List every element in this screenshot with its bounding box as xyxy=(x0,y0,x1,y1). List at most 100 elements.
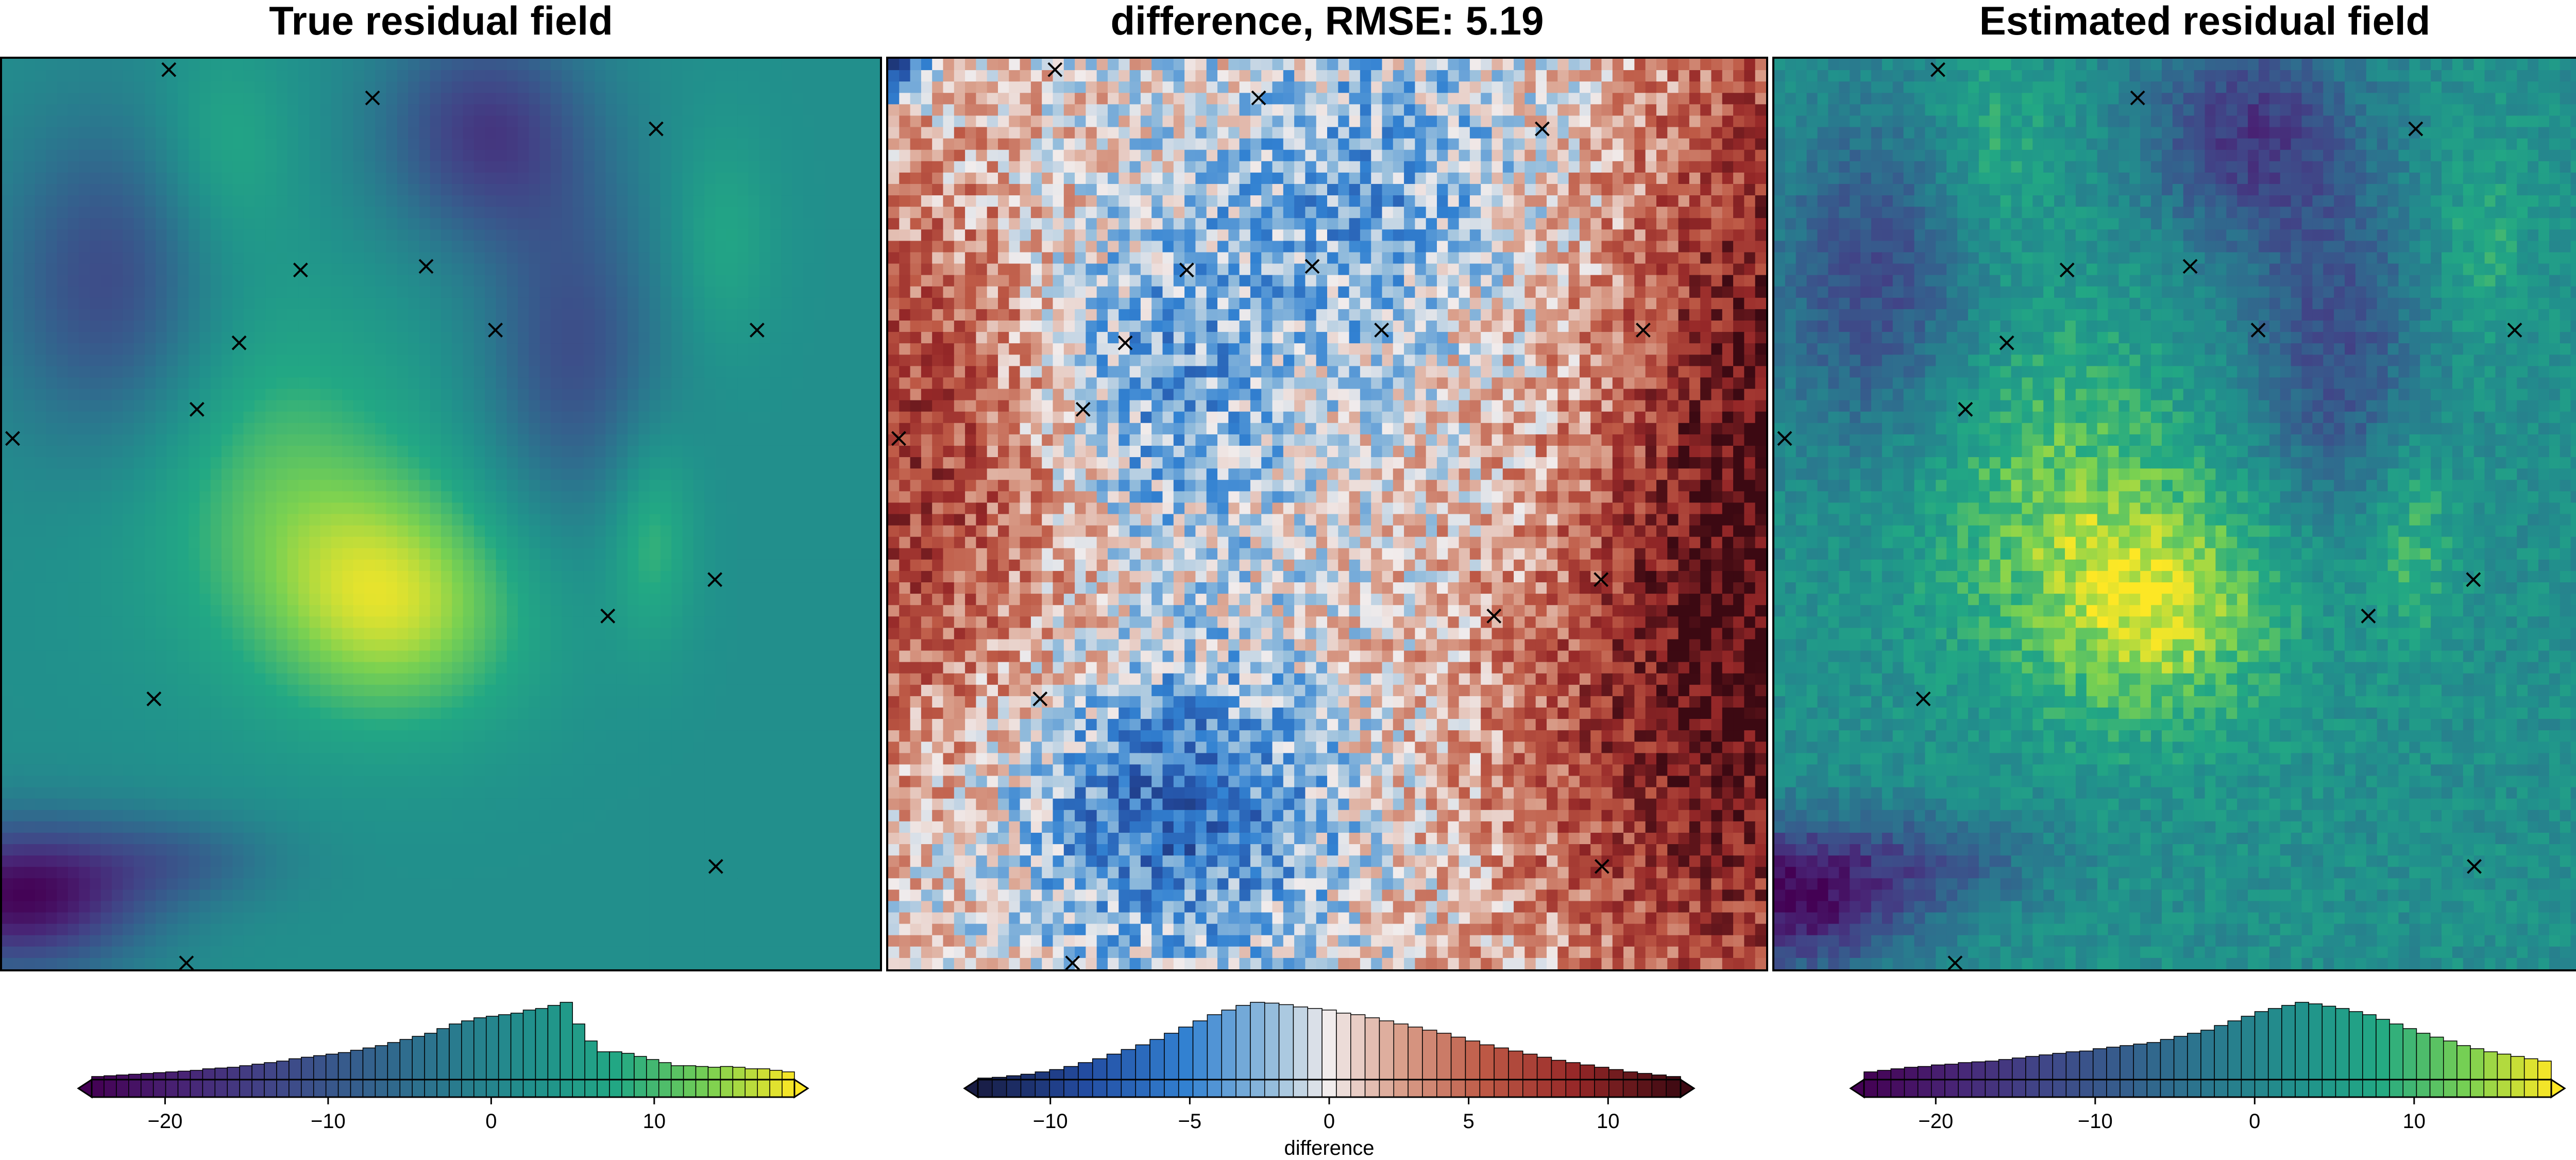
observation-point-marker xyxy=(179,955,194,969)
observation-point-marker xyxy=(1947,955,1963,969)
panel-2-heatmap xyxy=(886,57,1768,971)
histogram-bar xyxy=(1580,1064,1595,1098)
heatmap-svg xyxy=(2,59,880,969)
histogram-bar xyxy=(2295,1002,2309,1098)
panel-3-title: Estimated residual field xyxy=(1979,0,2431,43)
observation-point-marker xyxy=(1594,859,1609,874)
observation-point-marker xyxy=(649,121,664,137)
observation-point-marker xyxy=(1999,335,2014,350)
histogram-bar xyxy=(1944,1064,1959,1098)
histogram-bar xyxy=(1020,1073,1036,1098)
histogram-bar xyxy=(1207,1014,1222,1098)
histogram-bar xyxy=(720,1066,734,1098)
histogram-bar xyxy=(2510,1056,2525,1098)
histogram-bar xyxy=(239,1065,252,1098)
observation-point-marker xyxy=(891,431,906,446)
histogram-bar xyxy=(2214,1025,2228,1098)
panel-1-heatmap xyxy=(0,57,882,971)
colorbar-tick-label: −10 xyxy=(2078,1110,2113,1133)
histogram-bar xyxy=(670,1065,684,1098)
observation-point-marker xyxy=(1304,259,1320,274)
observation-point-marker xyxy=(2507,323,2522,338)
observation-point-marker xyxy=(2130,90,2145,106)
histogram-bar xyxy=(399,1039,413,1098)
histogram-bar xyxy=(584,1040,598,1098)
observation-point-marker xyxy=(1594,572,1609,587)
histogram-bar xyxy=(2402,1028,2417,1098)
observation-point-marker xyxy=(1179,262,1194,278)
observation-point-marker xyxy=(1065,955,1080,969)
histogram-bar xyxy=(1049,1069,1064,1098)
histogram-bar xyxy=(1622,1071,1638,1098)
histogram-bar xyxy=(2025,1056,2040,1098)
colorbar-svg: −20 −10 0 10 xyxy=(1849,1002,2566,1133)
heatmap-svg xyxy=(1774,59,2576,969)
histogram-bar xyxy=(522,1010,536,1098)
observation-point-marker xyxy=(1075,401,1091,417)
observation-point-marker xyxy=(2250,323,2266,338)
observation-point-marker xyxy=(1916,691,1931,707)
histogram-bar xyxy=(1250,1002,1265,1098)
histogram-bar xyxy=(597,1051,610,1098)
colorbar-max-triangle xyxy=(1680,1078,1696,1099)
histogram-bar xyxy=(1494,1047,1509,1098)
colorbar-min-triangle xyxy=(77,1078,93,1099)
histogram-bar xyxy=(1178,1027,1194,1098)
observation-point-marker xyxy=(2361,608,2376,624)
histogram-bar xyxy=(202,1068,216,1098)
histogram-bar xyxy=(2429,1036,2444,1098)
colorbar-svg: −10 −5 0 5 10 difference xyxy=(963,1002,1696,1159)
histogram-bar xyxy=(1278,1004,1294,1098)
histogram-bar xyxy=(2308,1003,2323,1098)
observation-point-marker xyxy=(1777,431,1792,446)
observation-point-marker xyxy=(5,431,20,446)
observation-point-marker xyxy=(1486,608,1502,624)
histogram-bar xyxy=(744,1068,758,1098)
histogram-bar xyxy=(387,1042,400,1098)
histogram-bar xyxy=(412,1036,425,1098)
colorbar-min-triangle xyxy=(963,1078,979,1099)
histogram-bar xyxy=(190,1070,204,1098)
histogram-bar xyxy=(1863,1071,1878,1098)
observation-point-marker xyxy=(365,90,380,106)
observation-point-marker xyxy=(708,859,723,874)
histogram-bar xyxy=(1293,1006,1308,1098)
histogram-bar xyxy=(1264,1002,1280,1098)
histogram-bar xyxy=(1149,1039,1165,1098)
histogram-bar xyxy=(350,1050,364,1098)
histogram-bar xyxy=(560,1002,573,1098)
observation-point-marker xyxy=(2408,121,2424,137)
histogram-bar xyxy=(1336,1013,1351,1098)
histogram-bar xyxy=(1121,1049,1136,1098)
histogram-bar xyxy=(2348,1011,2363,1098)
histogram-bar xyxy=(1479,1044,1495,1098)
histogram-bar xyxy=(757,1068,770,1098)
histogram-bar xyxy=(1465,1040,1481,1098)
observation-point-marker xyxy=(293,262,308,278)
histogram-bar xyxy=(301,1056,314,1098)
observation-point-marker xyxy=(488,323,503,338)
histogram-bar xyxy=(2241,1016,2256,1098)
histogram-bar xyxy=(2173,1036,2188,1098)
observation-point-marker xyxy=(1251,90,1266,106)
histogram-bar xyxy=(1436,1033,1452,1098)
histogram-bar xyxy=(1917,1066,1932,1098)
colorbar-label: difference xyxy=(1284,1137,1375,1159)
histogram-bar xyxy=(782,1071,795,1098)
histogram-bar xyxy=(510,1013,524,1098)
histogram-bar xyxy=(2106,1047,2121,1098)
observation-point-marker xyxy=(189,401,205,417)
histogram-bar xyxy=(769,1070,783,1098)
histogram-bar xyxy=(152,1072,166,1098)
observation-point-marker xyxy=(1535,121,1550,137)
histogram-bar xyxy=(1422,1030,1437,1098)
histogram-bar xyxy=(2376,1019,2390,1098)
colorbar-tick-label: −5 xyxy=(1178,1110,1202,1133)
observation-point-marker xyxy=(161,62,177,77)
observation-point-marker xyxy=(750,323,765,338)
observation-point-marker xyxy=(2466,572,2481,587)
panel-3-heatmap xyxy=(1772,57,2576,971)
colorbar-tick-label: −20 xyxy=(147,1110,182,1133)
histogram-bar xyxy=(424,1033,437,1098)
histogram-bar xyxy=(1092,1058,1108,1098)
